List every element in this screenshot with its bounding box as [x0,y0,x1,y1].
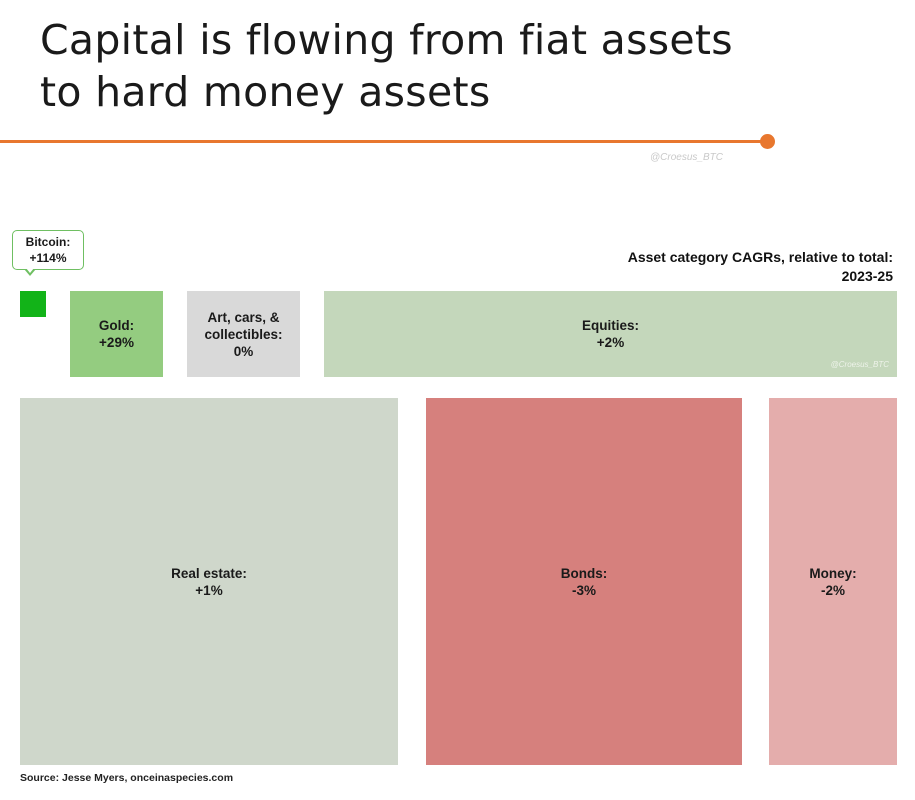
callout-tail-inner [26,268,34,273]
gold-value: +29% [99,335,134,350]
watermark: @Croesus_BTC [650,152,723,163]
gold-label: Gold: [98,318,135,333]
equities-label: Equities: [581,318,639,333]
equities-watermark: @Croesus_BTC [830,360,889,369]
tile-art-cars-collectibles: Art, cars, & collectibles: 0% [187,291,300,377]
real-estate-label: Real estate: [171,565,247,581]
bitcoin-label: Bitcoin: [25,235,71,249]
chart-title: Capital is flowing from fiat assets to h… [40,14,890,118]
bonds-label: Bonds: [560,565,608,581]
chart-subtitle: Asset category CAGRs, relative to total:… [628,248,893,286]
art-label-line-2: collectibles: [204,326,283,342]
bonds-value: -3% [571,582,596,598]
money-label: Money: [809,565,857,581]
real-estate-value: +1% [195,582,223,598]
bitcoin-callout: Bitcoin: +114% [12,230,84,270]
source-note: Source: Jesse Myers, onceinaspecies.com [20,772,234,784]
tile-gold: Gold: +29% [70,291,163,377]
title-underline-dot [760,134,775,149]
tile-money: Money: -2% [769,398,897,765]
tile-real-estate: Real estate: +1% [20,398,398,765]
tile-bitcoin [20,291,46,317]
tile-equities: Equities: +2% @Croesus_BTC [324,291,897,377]
title-line-1: Capital is flowing from fiat assets [40,16,733,64]
equities-value: +2% [596,335,625,350]
subtitle-line-1: Asset category CAGRs, relative to total: [627,249,893,265]
title-line-2: to hard money assets [40,68,491,116]
art-label-line-1: Art, cars, & [207,309,280,325]
bitcoin-value: +114% [29,251,67,265]
art-value: 0% [233,343,254,359]
subtitle-line-2: 2023-25 [841,268,893,284]
money-value: -2% [820,582,845,598]
tile-bonds: Bonds: -3% [426,398,742,765]
title-underline [0,140,768,143]
